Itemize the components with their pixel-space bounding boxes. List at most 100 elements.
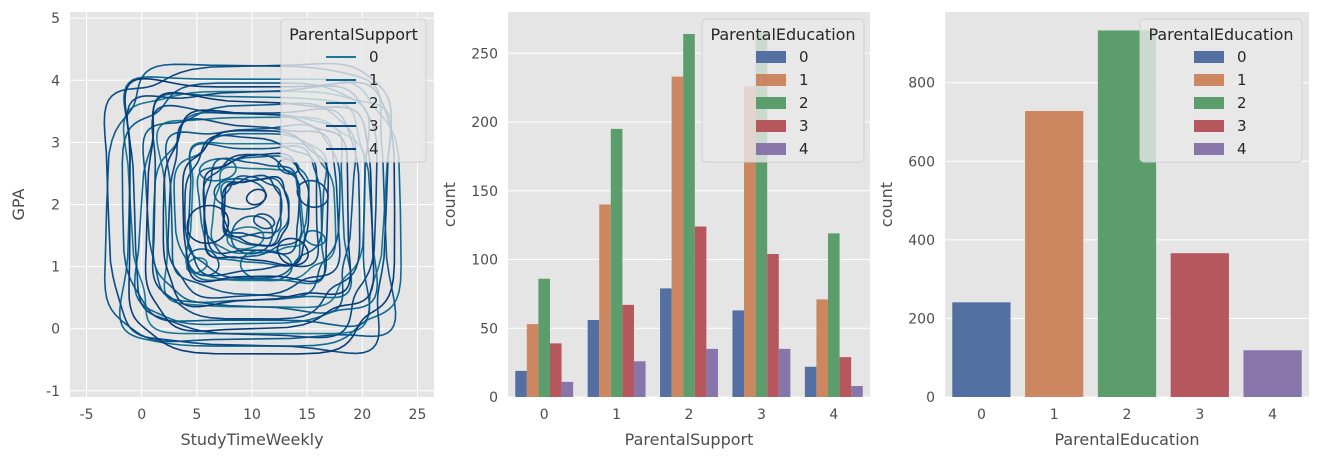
legend: ParentalEducation 0 1 2 3 4 bbox=[701, 18, 865, 163]
x-tick-label: 20 bbox=[353, 407, 371, 423]
legend-label: 0 bbox=[369, 48, 379, 66]
legend-label: 1 bbox=[799, 71, 809, 89]
x-tick-label: 1 bbox=[612, 407, 621, 423]
legend-label: 4 bbox=[369, 140, 379, 158]
bar-support-0-edu-4 bbox=[561, 381, 574, 397]
legend-swatch bbox=[756, 51, 786, 63]
legend-label: 0 bbox=[799, 48, 809, 66]
legend-box bbox=[1139, 18, 1303, 163]
bar-support-1-edu-3 bbox=[622, 304, 634, 397]
legend-swatch bbox=[756, 97, 786, 109]
bar-support-1-edu-1 bbox=[599, 204, 611, 397]
legend-title: ParentalEducation bbox=[710, 25, 855, 44]
legend-label: 2 bbox=[799, 94, 809, 112]
legend-swatch bbox=[1194, 74, 1224, 86]
legend-swatch bbox=[1194, 120, 1224, 132]
legend-swatch bbox=[1194, 51, 1224, 63]
kde-contour-0 bbox=[210, 166, 306, 255]
bar-support-4-edu-2 bbox=[828, 233, 840, 397]
legend-label: 4 bbox=[799, 140, 809, 158]
x-tick-label: 2 bbox=[685, 407, 694, 423]
legend-swatch bbox=[756, 120, 786, 132]
bar-support-3-edu-4 bbox=[778, 348, 791, 397]
bar-support-1-edu-2 bbox=[610, 128, 623, 397]
y-tick-label: 2 bbox=[51, 198, 60, 214]
kde-contour-3 bbox=[221, 174, 283, 240]
x-tick-label: 25 bbox=[409, 407, 427, 423]
x-tick-label: 1 bbox=[1050, 407, 1059, 423]
bar-education-4 bbox=[1243, 350, 1302, 397]
legend-swatch bbox=[1194, 143, 1224, 155]
legend-label: 4 bbox=[1237, 140, 1247, 158]
y-tick-label: 1 bbox=[51, 260, 60, 276]
bar-support-0-edu-2 bbox=[538, 278, 550, 397]
x-tick-label: 0 bbox=[137, 407, 146, 423]
legend: ParentalSupport 0 1 2 3 4 bbox=[280, 18, 427, 163]
x-tick-label: 15 bbox=[298, 407, 316, 423]
legend-box bbox=[701, 18, 865, 163]
y-tick-label: 150 bbox=[471, 184, 498, 200]
y-tick-label: 250 bbox=[471, 46, 498, 62]
kde-inner-contour-3 bbox=[252, 213, 276, 230]
bar-support-2-edu-1 bbox=[671, 76, 684, 397]
legend-swatch bbox=[756, 74, 786, 86]
legend-label: 1 bbox=[1237, 71, 1247, 89]
x-axis-label: ParentalEducation bbox=[1054, 430, 1199, 449]
kde-inner-contour-4 bbox=[276, 237, 309, 266]
bar-support-2-edu-3 bbox=[694, 226, 707, 397]
y-tick-label: 800 bbox=[908, 76, 935, 92]
x-tick-label: 5 bbox=[192, 407, 201, 423]
bar-support-3-edu-3 bbox=[767, 254, 779, 397]
y-tick-label: 4 bbox=[51, 73, 60, 89]
bar-support-4-edu-3 bbox=[839, 357, 852, 397]
x-axis-label: ParentalSupport bbox=[625, 430, 754, 449]
y-axis-label: count bbox=[877, 182, 896, 227]
y-tick-label: 5 bbox=[51, 11, 60, 27]
y-tick-label: 3 bbox=[51, 135, 60, 151]
bar-education-0 bbox=[952, 302, 1011, 397]
x-tick-label: 3 bbox=[757, 407, 766, 423]
y-tick-label: 0 bbox=[926, 390, 935, 406]
bar-support-0-edu-3 bbox=[549, 343, 562, 397]
kde-inner-contour-1 bbox=[198, 157, 237, 182]
legend-label: 2 bbox=[1237, 94, 1247, 112]
x-tick-label: 3 bbox=[1195, 407, 1204, 423]
legend-title: ParentalEducation bbox=[1148, 25, 1293, 44]
bar-education-1 bbox=[1025, 111, 1084, 397]
bar-support-0-edu-1 bbox=[526, 324, 539, 397]
y-tick-label: 0 bbox=[51, 322, 60, 338]
bar-support-2-edu-4 bbox=[706, 348, 718, 397]
legend-label: 1 bbox=[369, 71, 379, 89]
x-tick-label: -5 bbox=[80, 407, 94, 423]
kde-inner-contour-4 bbox=[186, 204, 230, 245]
x-tick-label: 4 bbox=[829, 407, 838, 423]
kde-inner-contour-4 bbox=[245, 188, 268, 206]
y-tick-label: 200 bbox=[471, 115, 498, 131]
bar-support-4-edu-4 bbox=[851, 386, 863, 397]
y-tick-label: 100 bbox=[471, 253, 498, 269]
chart-bar-parental-education: 0 200 400 600 800 0 1 2 3 4 ParentalEducation count… bbox=[877, 12, 1309, 449]
y-tick-label: 600 bbox=[908, 154, 935, 170]
x-axis-label: StudyTimeWeekly bbox=[180, 430, 323, 449]
bar-support-2-edu-2 bbox=[683, 34, 695, 397]
bar-support-1-edu-4 bbox=[633, 361, 646, 397]
x-tick-label: 0 bbox=[977, 407, 986, 423]
y-axis-label: count bbox=[440, 182, 459, 227]
bar-support-1-edu-0 bbox=[587, 320, 600, 397]
bar-support-3-edu-1 bbox=[744, 86, 756, 397]
kde-inner-contour-3 bbox=[296, 179, 329, 208]
bar-education-3 bbox=[1170, 253, 1229, 397]
bar-support-3-edu-0 bbox=[732, 310, 745, 397]
x-tick-label: 4 bbox=[1268, 407, 1277, 423]
bar-support-4-edu-1 bbox=[816, 299, 829, 397]
legend-title: ParentalSupport bbox=[289, 25, 418, 44]
y-tick-label: 0 bbox=[489, 390, 498, 406]
x-tick-label: 10 bbox=[243, 407, 261, 423]
legend-label: 3 bbox=[369, 117, 379, 135]
bar-support-3-edu-2 bbox=[755, 32, 768, 397]
legend-label: 3 bbox=[1237, 117, 1247, 135]
y-tick-label: -1 bbox=[46, 384, 60, 400]
kde-contour-2 bbox=[220, 175, 282, 238]
y-tick-label: 50 bbox=[480, 321, 498, 337]
